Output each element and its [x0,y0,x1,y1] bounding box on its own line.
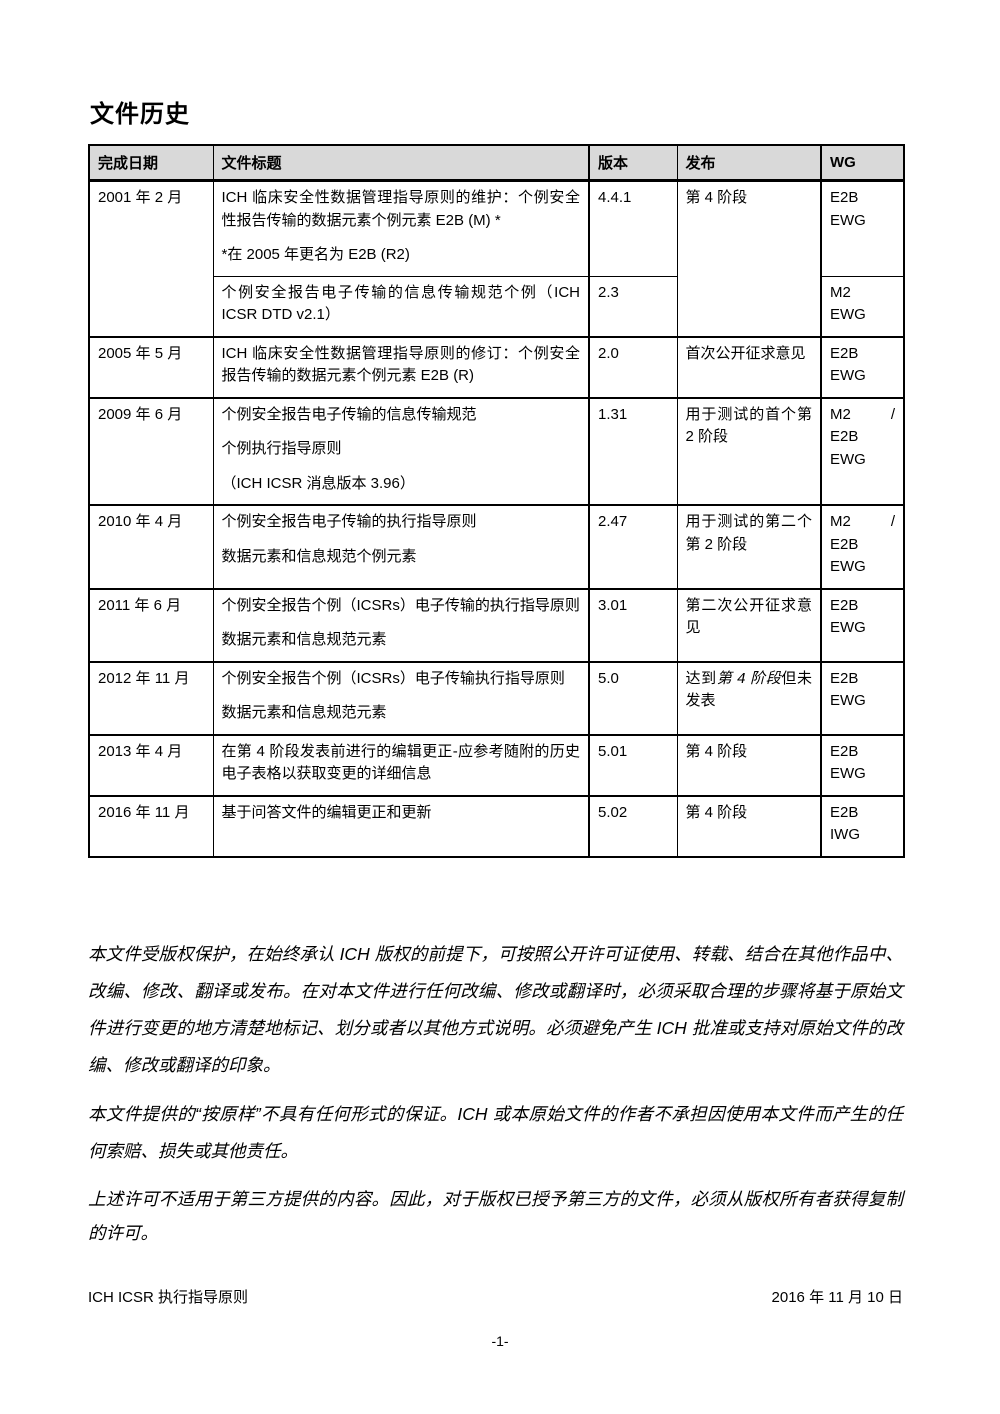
table-header-row: 完成日期 文件标题 版本 发布 WG [88,144,905,182]
table-row: 2016 年 11 月基于问答文件的编辑更正和更新 5.02 第 4 阶段 E2B IW… [88,794,905,857]
cell-version: 5.02 [588,794,678,857]
cell-title: 个例安全报告个例（ICSRs）电子传输执行指导原则 数据元素和信息规范元素 [212,660,590,735]
cell-version: 3.01 [588,587,678,662]
copyright-paragraph-2: 本文件提供的“按原样”不具有任何形式的保证。ICH 或本原始文件的作者不承担因使… [88,1103,903,1161]
header-document-title: 文件标题 [212,144,590,182]
cell-wg: M2/E2B EWG [820,396,905,506]
copyright-section: 本文件受版权保护，在始终承认 ICH 版权的前提下，可按照公开许可证使用、转载、… [88,936,903,1251]
copyright-paragraph-3: 上述许可不适用于第三方提供的内容。因此，对于版权已授予第三方的文件，必须从版权所… [88,1189,903,1244]
page-number: -1- [491,1333,509,1349]
cell-version: 2.47 [588,504,678,589]
table-row: 2010 年 4 月个例安全报告电子传输的执行指导原则 数据元素和信息规范个例元素… [88,504,905,589]
document-history-table: 完成日期 文件标题 版本 发布 WG 2001 年 2 月 ICH 临床安全性数据… [88,144,905,858]
cell-title: 个例安全报告电子传输的信息传输规范个例（ICH ICSR DTD v2.1） [212,275,590,337]
header-version: 版本 [588,144,678,182]
table-row: 2013 年 4 月在第 4 阶段发表前进行的编辑更正-应参考随附的历史电子表格… [88,733,905,796]
cell-version: 5.01 [588,733,678,796]
cell-release: 第 4 阶段 [676,733,822,796]
footer-document-name: ICH ICSR 执行指导原则 [88,1289,249,1306]
page-title: 文件历史 [90,101,190,128]
cell-wg: M2 EWG [820,275,905,337]
history-table-body: 2001 年 2 月 ICH 临床安全性数据管理指导原则的维护：个例安全性报告传输… [88,179,905,857]
cell-date: 2012 年 11 月 [88,660,214,735]
cell-date: 2005 年 5 月 [88,335,214,398]
cell-release: 达到第 4 阶段但未发表 [676,660,822,735]
cell-title: 个例安全报告电子传输的执行指导原则 数据元素和信息规范个例元素 [212,504,590,589]
cell-release: 用于测试的第二个第 2 阶段 [676,504,822,589]
header-wg: WG [820,144,905,182]
cell-title: 个例安全报告电子传输的信息传输规范 个例执行指导原则 （ICH ICSR 消息版本 … [212,396,590,506]
table-row: 2011 年 6 月个例安全报告个例（ICSRs）电子传输的执行指导原则 数据元素… [88,587,905,662]
cell-wg: E2B EWG [820,587,905,662]
cell-version: 2.0 [588,335,678,398]
cell-date: 2009 年 6 月 [88,396,214,506]
page-footer: ICH ICSR 执行指导原则 2016 年 11 月 10 日 [88,1286,903,1307]
cell-date: 2011 年 6 月 [88,587,214,662]
footer-date: 2016 年 11 月 10 日 [771,1289,903,1306]
header-completion-date: 完成日期 [88,144,214,182]
header-release: 发布 [676,144,822,182]
cell-date: 2001 年 2 月 [88,179,214,337]
cell-wg: E2B EWG [820,660,905,735]
cell-title: 个例安全报告个例（ICSRs）电子传输的执行指导原则 数据元素和信息规范元素 [212,587,590,662]
table-row: 2005 年 5 月 ICH 临床安全性数据管理指导原则的修订：个例安全报告传输的… [88,335,905,398]
cell-version: 4.4.1 [588,179,678,277]
table-row: 2009 年 6 月个例安全报告电子传输的信息传输规范 个例执行指导原则 （ICH … [88,396,905,506]
cell-release: 首次公开征求意见 [676,335,822,398]
cell-release: 第二次公开征求意见 [676,587,822,662]
cell-version: 5.0 [588,660,678,735]
cell-date: 2013 年 4 月 [88,733,214,796]
cell-wg: E2B IWG [820,794,905,857]
table-header: 完成日期 文件标题 版本 发布 WG [88,144,905,182]
cell-title: 基于问答文件的编辑更正和更新 [212,794,590,857]
cell-wg: E2B EWG [820,733,905,796]
cell-title: ICH 临床安全性数据管理指导原则的修订：个例安全报告传输的数据元素个例元素 E… [212,335,590,398]
cell-release: 用于测试的首个第 2 阶段 [676,396,822,506]
cell-title: ICH 临床安全性数据管理指导原则的维护：个例安全性报告传输的数据元素个例元素 … [212,179,590,277]
cell-date: 2016 年 11 月 [88,794,214,857]
cell-release: 第 4 阶段 [676,794,822,857]
cell-wg: E2B EWG [820,335,905,398]
cell-version: 2.3 [588,275,678,337]
table-row: 个例安全报告电子传输的信息传输规范个例（ICH ICSR DTD v2.1） 2.… [89,275,905,337]
cell-wg: M2/E2B EWG [820,504,905,589]
cell-release: 第 4 阶段 [676,179,822,337]
table-row: 2012 年 11 月个例安全报告个例（ICSRs）电子传输执行指导原则 数据元素… [88,660,905,735]
cell-version: 1.31 [588,396,678,506]
copyright-paragraph-1: 本文件受版权保护，在始终承认 ICH 版权的前提下，可按照公开许可证使用、转载、… [88,943,903,1075]
cell-date: 2010 年 4 月 [88,504,214,589]
cell-wg: E2B EWG [820,179,905,277]
table-row: 2001 年 2 月 ICH 临床安全性数据管理指导原则的维护：个例安全性报告传输… [88,179,905,337]
cell-title: 在第 4 阶段发表前进行的编辑更正-应参考随附的历史电子表格以获取变更的详细信息 [212,733,590,796]
